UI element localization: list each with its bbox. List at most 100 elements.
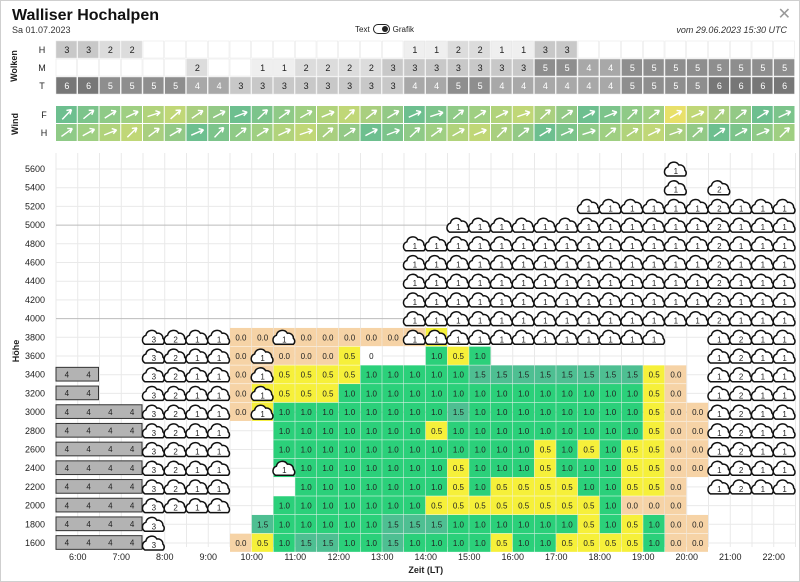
heat-cell [643,514,665,534]
heat-cell-value: 0.0 [627,502,639,511]
heat-cell [621,514,643,534]
heat-cell [578,402,600,421]
cloud-icon-value: 1 [217,335,222,344]
heat-cell [556,402,578,421]
heat-cell-value: 0.5 [279,371,291,380]
heat-cell-value: 0.5 [301,389,313,398]
cloud-shape [772,217,796,233]
cloud-icon: 1 [554,236,579,252]
cloud-row-label: T [39,81,45,91]
cloud-icon: 1 [598,311,622,327]
cloud-icon-value: 2 [173,410,178,419]
cloud-cell [599,76,621,95]
cloud-shape [772,423,796,439]
x-tick-label: 12:00 [327,552,350,562]
heat-cell [338,458,360,478]
cloud-icon: 1 [554,273,579,289]
wind-arrow-icon [517,127,530,138]
cloud-bar-value: 4 [130,501,135,510]
cloud-icon: 1 [663,161,687,177]
cloud-icon-value: 1 [543,223,548,232]
heat-cell-value: 1.0 [475,464,487,473]
heat-cell-value: 1.0 [475,483,487,492]
heat-cell [425,402,447,421]
cloud-icon: 1 [576,236,600,252]
heat-cell-value: 0.5 [301,371,313,380]
cloud-icon-value: 1 [478,298,483,307]
heat-cell [686,533,708,552]
heat-cell [578,384,600,403]
heat-cell [686,440,708,459]
heat-cell [447,346,469,365]
cloud-bar [55,441,143,457]
cloud-icon: 1 [641,329,666,346]
cloud-cell [360,76,382,95]
cloud-icon-value: 2 [717,223,722,232]
cloud-cell [251,40,273,59]
cloud-cell [295,40,317,59]
heat-cell [295,402,317,421]
cloud-icon: 2 [728,329,753,346]
cloud-icon: 1 [250,348,274,364]
cloud-icon: 1 [467,217,492,233]
cloud-bar-value: 4 [130,483,135,492]
cloud-icon: 1 [206,404,231,420]
heat-cell [512,440,534,459]
toggle-switch[interactable] [372,24,390,34]
heat-cell [425,533,447,552]
close-icon[interactable]: ✕ [777,6,791,23]
cloud-shape [206,404,231,420]
cloud-cell [338,40,360,59]
wind-arrow-icon [452,127,465,137]
cloud-icon-value: 1 [652,261,657,270]
heat-cell [599,477,621,496]
cloud-shape [250,348,274,364]
heat-cell-value: 0.5 [627,520,639,529]
heat-cell-value: 1.5 [431,520,443,529]
cloud-icon: 1 [402,236,426,252]
cloud-icon-value: 2 [173,485,178,494]
heat-cell-value: 1.0 [605,389,617,398]
cloud-icon: 1 [728,236,753,252]
cloud-icon-value: 2 [717,261,722,270]
cloud-icon-value: 1 [717,410,722,419]
heat-cell [317,327,339,347]
heat-cell [621,440,643,459]
toggle-grafik-label: Grafik [392,24,415,34]
cloud-icon-value: 1 [608,204,613,213]
heat-cell-value: 1.0 [322,520,334,529]
cloud-cell-value: 3 [391,81,396,91]
cloud-bar-value: 4 [86,408,91,417]
view-toggle[interactable]: Text Grafik [355,24,414,34]
x-tick-label: 6:00 [69,552,87,562]
heat-cell-value: 1.0 [431,371,443,380]
cloud-cell [751,40,773,59]
cloud-icon: 1 [489,254,513,271]
cloud-cell [577,40,599,59]
heat-cell [317,346,339,365]
cloud-shape [663,180,687,196]
cloud-cell-value: 3 [565,45,570,55]
cloud-icon: 1 [685,273,709,289]
cloud-cell [751,58,773,77]
heat-cell [599,533,621,552]
heat-cell-value: 1.0 [453,539,465,548]
cloud-icon-value: 1 [413,317,418,326]
cloud-icon-value: 1 [195,485,200,494]
y-tick-label: 2000 [25,501,45,511]
cloud-icon: 1 [511,236,535,252]
cloud-icon: 1 [772,367,796,383]
cloud-icon-value: 1 [565,279,570,288]
cloud-cell [186,40,208,59]
cloud-cell [121,40,143,59]
wind-row-label: F [41,110,47,120]
cloud-cell-value: 3 [282,81,287,91]
heat-cell [491,421,513,440]
heat-cell-value: 0.0 [670,520,682,529]
heat-cell [295,458,317,478]
cloud-icon: 1 [446,311,470,327]
cloud-icon: 1 [533,292,557,308]
cloud-icon-value: 1 [782,298,787,307]
cloud-cell-value: 1 [434,45,439,55]
cloud-icon: 2 [707,217,731,233]
